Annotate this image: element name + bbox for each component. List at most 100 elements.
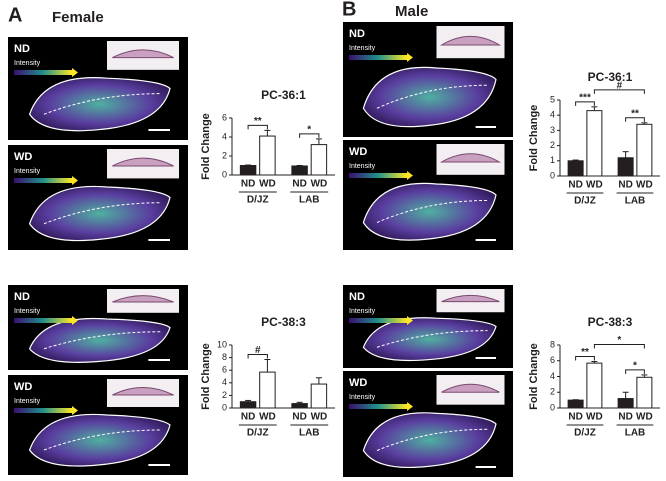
y-tick-label: 0: [222, 402, 227, 412]
group-label: D/JZ: [247, 195, 269, 206]
group-label: LAB: [299, 195, 320, 206]
bar-label: WD: [311, 179, 328, 190]
significance-bracket: [625, 117, 645, 122]
histology-tissue: [439, 35, 502, 46]
bar: [586, 110, 603, 177]
intensity-bar: [349, 404, 407, 409]
bar: [310, 144, 328, 176]
intensity-label: Intensity: [349, 308, 376, 315]
tissue: [28, 413, 171, 467]
significance-label: *: [307, 125, 311, 136]
intensity-arrow: [407, 316, 413, 325]
histology-tissue: [112, 295, 174, 303]
intensity-bar: [14, 318, 72, 323]
y-axis-label: Fold Change: [528, 105, 540, 172]
y-tick-label: 6: [222, 365, 227, 375]
midline: [376, 200, 488, 223]
group-label: LAB: [299, 428, 320, 439]
bar-label: ND: [292, 412, 306, 423]
intensity-label: Intensity: [349, 163, 376, 170]
bar: [239, 165, 257, 176]
group-label: D/JZ: [574, 196, 596, 207]
bar: [636, 376, 653, 409]
y-tick-label: 6: [222, 112, 227, 122]
y-tick-label: 5: [550, 94, 555, 104]
intensity-arrow: [407, 53, 413, 62]
intensity-arrow: [72, 406, 78, 415]
significance-bracket: [299, 133, 320, 138]
tissue: [28, 185, 171, 242]
y-tick-label: 4: [550, 110, 555, 120]
group-label: LAB: [625, 196, 646, 207]
intensity-label: Intensity: [349, 45, 376, 52]
intensity-label: Intensity: [14, 308, 41, 315]
tissue: [362, 412, 497, 469]
bar-label: WD: [586, 412, 603, 423]
intensity-label: Intensity: [14, 398, 41, 405]
y-tick-label: 10: [217, 339, 227, 349]
histology-tissue: [441, 383, 500, 393]
chart-title: PC-36:1: [588, 70, 633, 84]
midline: [43, 331, 162, 350]
tissue: [28, 77, 171, 132]
significance-label: **: [581, 347, 589, 358]
intensity-arrow: [72, 176, 78, 185]
image-label: WD: [349, 146, 367, 158]
group-label: D/JZ: [247, 428, 269, 439]
bar-label: ND: [568, 180, 582, 191]
chart-title: PC-38:3: [261, 315, 306, 329]
tissue: [362, 66, 497, 128]
y-tick-label: 4: [222, 131, 227, 141]
panel-title: Male: [395, 3, 428, 20]
y-tick-label: 0: [222, 169, 227, 179]
bar: [259, 135, 276, 176]
bar: [567, 399, 584, 409]
intensity-arrow: [407, 171, 413, 180]
y-tick-label: 0: [550, 402, 555, 412]
intensity-bar: [14, 70, 72, 75]
significance-label: #: [617, 80, 623, 91]
intensity-bar: [14, 178, 72, 183]
intensity-arrow: [407, 402, 413, 411]
y-axis-label: Fold Change: [200, 343, 212, 410]
image-label: ND: [349, 291, 365, 303]
chart-title: PC-36:1: [261, 88, 306, 102]
bar-label: WD: [259, 179, 276, 190]
histology-tissue: [112, 387, 174, 396]
bar: [310, 383, 328, 409]
y-tick-label: 3: [550, 125, 555, 135]
y-tick-label: 2: [550, 140, 555, 150]
panel-letter: B: [342, 0, 356, 20]
bar: [586, 362, 603, 409]
panel-letter: A: [8, 4, 22, 26]
y-tick-label: 2: [222, 150, 227, 160]
bar-label: ND: [241, 179, 255, 190]
significance-bracket: [593, 344, 645, 349]
bar-label: WD: [259, 412, 276, 423]
bar: [291, 403, 308, 409]
image-label: ND: [349, 28, 365, 40]
tissue: [362, 182, 497, 241]
bar-label: ND: [568, 412, 582, 423]
intensity-bar: [349, 318, 407, 323]
intensity-label: Intensity: [349, 394, 376, 401]
midline: [43, 202, 162, 225]
panel-title: Female: [52, 9, 104, 26]
histology-tissue: [112, 49, 174, 59]
significance-bracket: [593, 89, 645, 94]
bar-label: ND: [618, 180, 632, 191]
intensity-arrow: [72, 68, 78, 77]
significance-label: ***: [579, 92, 591, 103]
significance-bracket: [575, 356, 595, 361]
image-label: ND: [14, 291, 30, 303]
histology-tissue: [439, 153, 502, 163]
significance-label: **: [631, 108, 639, 119]
intensity-label: Intensity: [14, 60, 41, 67]
significance-bracket: [625, 369, 645, 374]
image-label: WD: [349, 377, 367, 389]
histology-tissue: [112, 157, 174, 167]
bar: [291, 165, 308, 176]
significance-label: #: [255, 345, 261, 356]
intensity-arrow: [72, 316, 78, 325]
